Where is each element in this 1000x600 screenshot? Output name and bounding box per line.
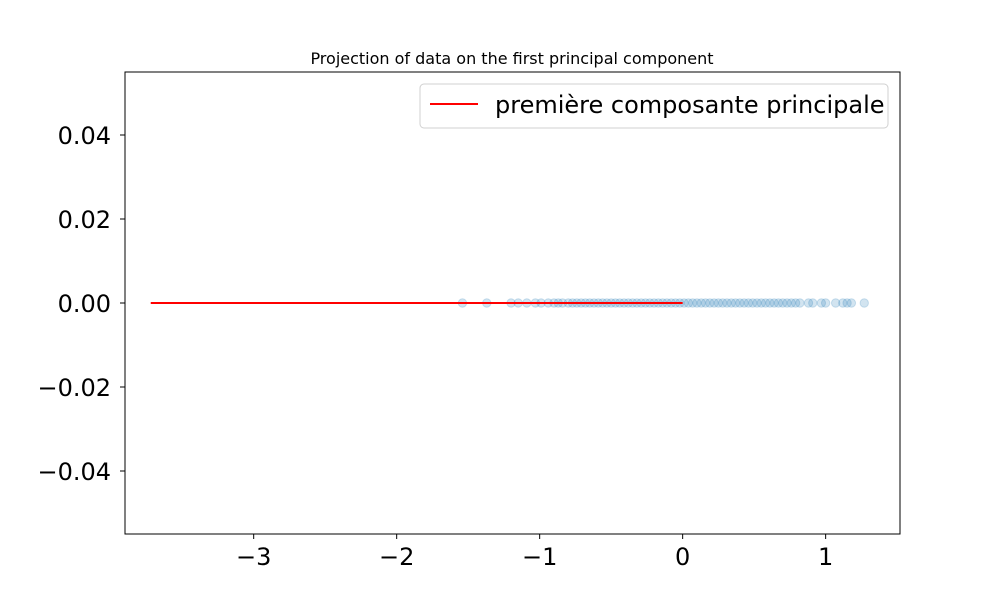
scatter-point: [700, 298, 711, 308]
scatter-point: [692, 298, 702, 308]
x-tick-label: 0: [675, 543, 690, 571]
chart-title: Projection of data on the first principa…: [310, 49, 713, 68]
scatter-point: [683, 298, 694, 308]
y-tick-label: 0.02: [58, 206, 111, 234]
plot-area-frame: [124, 71, 901, 535]
x-tick-label: −3: [236, 543, 271, 571]
scatter-point: [838, 298, 848, 308]
scatter-point: [842, 298, 852, 308]
scatter-point: [743, 298, 754, 308]
scatter-point: [756, 298, 767, 308]
scatter-point: [717, 298, 728, 308]
scatter-point: [726, 298, 736, 308]
scatter-point: [795, 298, 805, 308]
scatter-point: [760, 298, 771, 308]
x-tick-label: −2: [379, 543, 414, 571]
scatter-point: [790, 298, 801, 308]
scatter-point: [769, 298, 779, 308]
scatter-point: [830, 298, 841, 308]
scatter-point: [722, 298, 732, 308]
scatter-point: [803, 298, 814, 308]
legend: première composante principale: [419, 83, 889, 129]
scatter-point: [709, 298, 719, 308]
y-tick-label: 0.00: [58, 290, 111, 318]
scatter-point: [705, 298, 715, 308]
x-tick-label: 1: [818, 543, 833, 571]
scatter-point: [782, 298, 792, 308]
y-tick-label: −0.02: [37, 374, 111, 402]
x-tick-label: −1: [522, 543, 557, 571]
y-tick-label: −0.04: [37, 458, 111, 486]
scatter-point: [752, 298, 762, 308]
scatter-point: [808, 298, 818, 308]
scatter-point: [846, 298, 857, 308]
legend-label: première composante principale: [495, 91, 885, 119]
legend-box: [419, 83, 889, 129]
scatter-point: [739, 298, 749, 308]
scatter-point: [816, 298, 827, 308]
scatter-point: [687, 298, 698, 308]
scatter-point: [778, 298, 788, 308]
scatter-point: [696, 298, 706, 308]
scatter-point: [748, 298, 758, 308]
scatter-point: [713, 298, 724, 308]
scatter-point: [735, 298, 745, 308]
scatter-point: [765, 298, 775, 308]
scatter-point: [859, 298, 869, 308]
scatter-point: [786, 298, 797, 308]
scatter-point: [773, 298, 784, 308]
scatter-point: [820, 298, 831, 308]
scatter-point: [730, 298, 741, 308]
y-tick-label: 0.04: [58, 122, 111, 150]
